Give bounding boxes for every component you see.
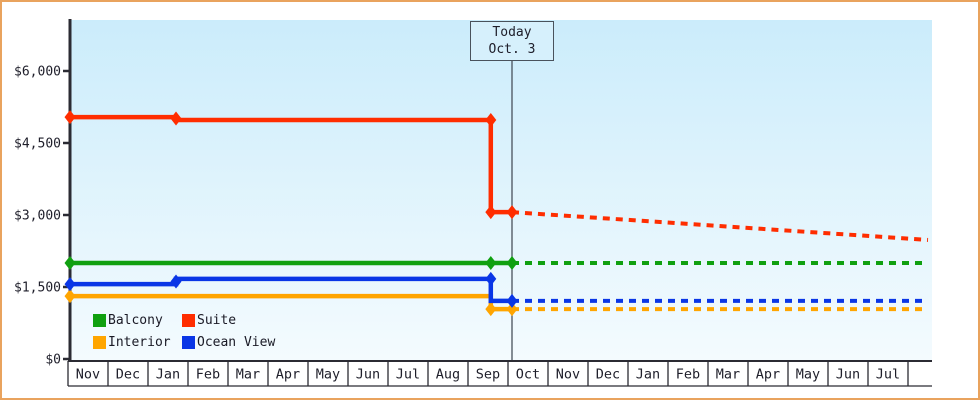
series-marker-ocean-view <box>64 277 76 292</box>
x-axis-month-label: Oct <box>516 367 540 383</box>
series-forecast-line-suite <box>511 210 929 242</box>
y-axis-tick-label: $4,500 <box>14 137 61 152</box>
series-marker-interior <box>64 289 76 304</box>
series-marker-ocean-view <box>506 293 518 308</box>
chart-legend: Balcony Suite Interior Ocean View <box>93 312 276 350</box>
x-axis-month-label: Apr <box>756 367 780 383</box>
series-marker-suite <box>485 205 497 220</box>
series-marker-suite <box>506 205 518 220</box>
x-axis-month-label: Nov <box>556 367 580 383</box>
suite-color-swatch-icon <box>182 313 195 327</box>
x-axis-month-label: Sep <box>476 367 500 383</box>
series-marker-suite <box>485 112 497 127</box>
series-marker-balcony <box>485 256 497 270</box>
x-axis-month-label: Feb <box>196 367 220 383</box>
balcony-color-swatch-icon <box>93 313 106 327</box>
legend-item-interior: Interior <box>93 334 182 350</box>
x-axis-month-label: Jan <box>636 367 660 383</box>
x-axis-month-label: Mar <box>236 367 260 383</box>
x-axis-month-label: Nov <box>76 367 100 383</box>
x-axis-month-label: Jun <box>356 367 380 383</box>
x-axis-month-label: Jan <box>156 367 180 383</box>
legend-item-suite: Suite <box>182 312 275 328</box>
plot-background <box>71 20 932 360</box>
y-axis-tick-label: $1,500 <box>14 281 61 296</box>
series-marker-ocean-view <box>485 271 497 286</box>
y-axis-tick-label: $3,000 <box>14 209 61 224</box>
interior-color-swatch-icon <box>93 335 106 349</box>
today-marker-box: Today Oct. 3 <box>470 21 554 61</box>
legend-item-ocean-view: Ocean View <box>182 334 276 350</box>
x-axis-month-label: May <box>316 367 340 383</box>
series-marker-suite <box>170 111 182 126</box>
y-axis-tick-label: $0 <box>45 353 61 368</box>
series-marker-balcony <box>64 256 76 270</box>
x-axis-month-label: Mar <box>716 367 740 383</box>
series-marker-balcony <box>506 256 518 270</box>
legend-label: Ocean View <box>197 334 276 350</box>
series-marker-interior <box>506 302 518 317</box>
legend-item-balcony: Balcony <box>93 312 182 328</box>
legend-label: Interior <box>108 334 171 350</box>
x-axis-month-label: Dec <box>116 367 140 383</box>
x-axis-month-label: Dec <box>596 367 620 383</box>
x-axis-month-label: Jun <box>836 367 860 383</box>
series-marker-suite <box>64 110 76 125</box>
legend-label: Suite <box>197 312 237 328</box>
x-axis-month-label: Jul <box>396 367 420 383</box>
legend-label: Balcony <box>108 312 163 328</box>
today-date-label: Oct. 3 <box>488 42 536 57</box>
x-axis-month-label: Apr <box>276 367 300 383</box>
x-axis-month-label: Feb <box>676 367 700 383</box>
series-marker-interior <box>485 302 497 317</box>
today-label: Today <box>492 25 532 40</box>
x-axis-month-label: Aug <box>436 367 460 383</box>
series-line-ocean-view <box>70 276 512 304</box>
ocean-view-color-swatch-icon <box>182 335 195 349</box>
y-axis-tick-label: $6,000 <box>14 65 61 80</box>
series-marker-ocean-view <box>170 274 182 289</box>
x-axis-month-label: May <box>796 367 820 383</box>
x-axis-month-label: Jul <box>876 367 900 383</box>
